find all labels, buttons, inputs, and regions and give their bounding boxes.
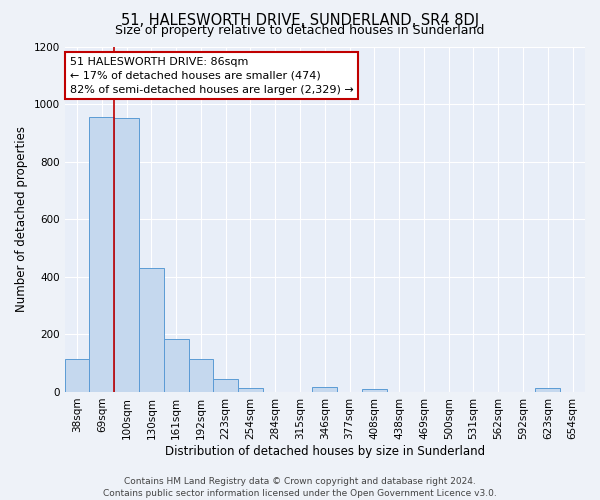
Bar xyxy=(65,359,89,392)
Bar xyxy=(535,388,560,392)
Bar xyxy=(313,387,337,392)
Text: Contains HM Land Registry data © Crown copyright and database right 2024.
Contai: Contains HM Land Registry data © Crown c… xyxy=(103,476,497,498)
Bar xyxy=(188,359,214,392)
Y-axis label: Number of detached properties: Number of detached properties xyxy=(15,126,28,312)
Bar xyxy=(139,268,164,392)
Bar xyxy=(238,388,263,392)
Text: 51 HALESWORTH DRIVE: 86sqm
← 17% of detached houses are smaller (474)
82% of sem: 51 HALESWORTH DRIVE: 86sqm ← 17% of deta… xyxy=(70,57,353,95)
Bar xyxy=(89,117,114,392)
Bar xyxy=(214,379,238,392)
Bar xyxy=(164,338,188,392)
Text: Size of property relative to detached houses in Sunderland: Size of property relative to detached ho… xyxy=(115,24,485,37)
Bar xyxy=(114,118,139,392)
Text: 51, HALESWORTH DRIVE, SUNDERLAND, SR4 8DJ: 51, HALESWORTH DRIVE, SUNDERLAND, SR4 8D… xyxy=(121,12,479,28)
Bar xyxy=(362,388,387,392)
X-axis label: Distribution of detached houses by size in Sunderland: Distribution of detached houses by size … xyxy=(165,444,485,458)
